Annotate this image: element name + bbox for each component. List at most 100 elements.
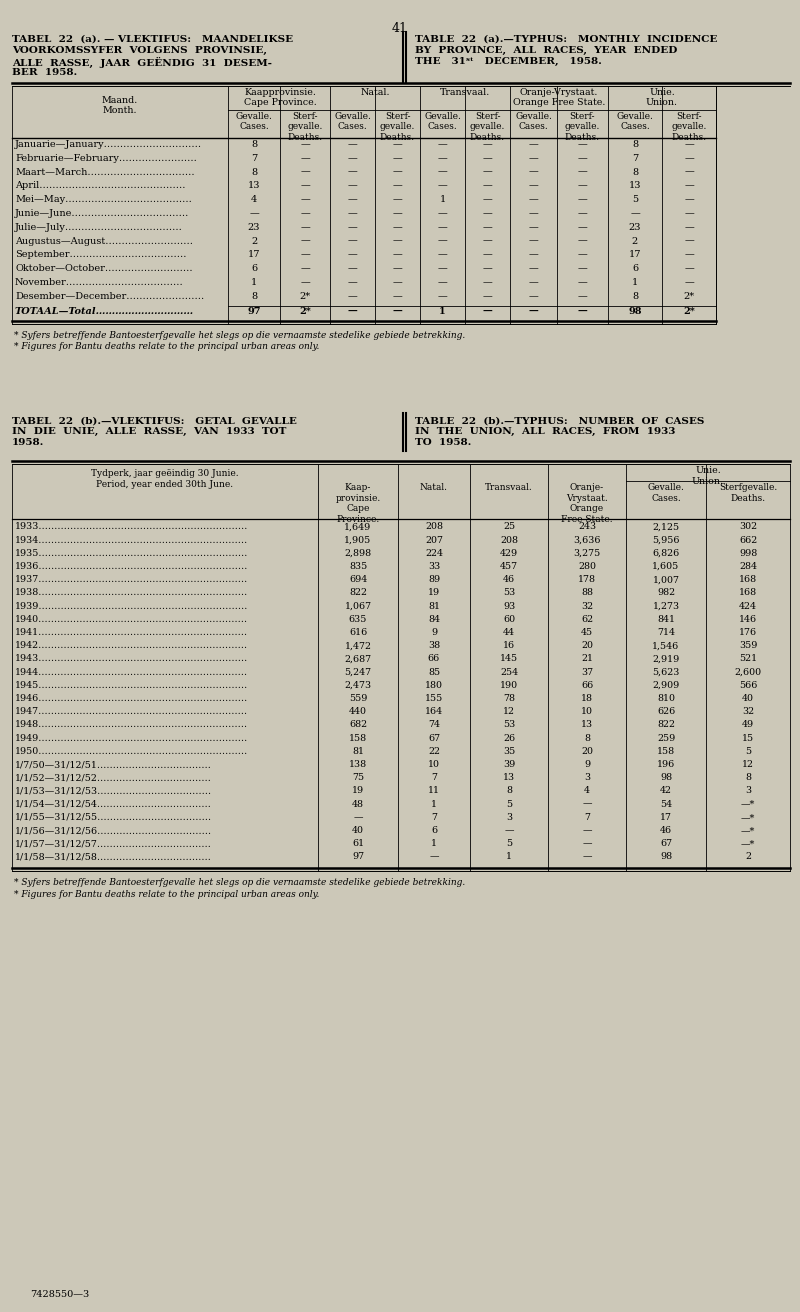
Text: —: — bbox=[529, 223, 538, 232]
Text: 254: 254 bbox=[500, 668, 518, 677]
Text: 616: 616 bbox=[349, 628, 367, 638]
Text: Oktober—October………………………: Oktober—October……………………… bbox=[15, 264, 193, 273]
Text: 8: 8 bbox=[632, 140, 638, 150]
Text: 1941…………………………………………………………: 1941………………………………………………………… bbox=[15, 628, 248, 638]
Text: 1938…………………………………………………………: 1938………………………………………………………… bbox=[15, 588, 248, 597]
Text: —: — bbox=[300, 209, 310, 218]
Text: —: — bbox=[578, 195, 587, 205]
Text: 2: 2 bbox=[251, 236, 257, 245]
Text: —: — bbox=[300, 264, 310, 273]
Text: 180: 180 bbox=[425, 681, 443, 690]
Text: 1/1/55—31/12/55………………………………: 1/1/55—31/12/55……………………………… bbox=[15, 813, 212, 821]
Text: TABLE  22  (a).—TYPHUS:   MONTHLY  INCIDENCE: TABLE 22 (a).—TYPHUS: MONTHLY INCIDENCE bbox=[415, 35, 718, 45]
Text: —: — bbox=[529, 291, 538, 300]
Text: 98: 98 bbox=[660, 853, 672, 862]
Text: —: — bbox=[529, 209, 538, 218]
Text: —: — bbox=[393, 209, 402, 218]
Text: —: — bbox=[430, 853, 438, 862]
Text: —: — bbox=[529, 307, 538, 316]
Text: TOTAAL—Total…………………………: TOTAAL—Total………………………… bbox=[15, 307, 194, 316]
Text: 85: 85 bbox=[428, 668, 440, 677]
Text: 3: 3 bbox=[745, 786, 751, 795]
Text: Sterf-
gevalle.
Deaths.: Sterf- gevalle. Deaths. bbox=[565, 112, 600, 142]
Text: —: — bbox=[684, 264, 694, 273]
Text: 3,636: 3,636 bbox=[574, 535, 601, 544]
Text: 1939…………………………………………………………: 1939………………………………………………………… bbox=[15, 602, 248, 610]
Text: * Syfers betreffende Bantoesterfgevalle het slegs op die vernaamste stedelike ge: * Syfers betreffende Bantoesterfgevalle … bbox=[14, 332, 466, 340]
Text: Sterf-
gevalle.
Deaths.: Sterf- gevalle. Deaths. bbox=[287, 112, 322, 142]
Text: —: — bbox=[438, 278, 447, 287]
Text: 88: 88 bbox=[581, 588, 593, 597]
Text: Unie.
Union.: Unie. Union. bbox=[646, 88, 678, 108]
Text: 45: 45 bbox=[581, 628, 593, 638]
Text: 1958.: 1958. bbox=[12, 438, 44, 447]
Text: Desember—December……………………: Desember—December…………………… bbox=[15, 291, 204, 300]
Text: Gevalle.
Cases.: Gevalle. Cases. bbox=[424, 112, 461, 131]
Text: 33: 33 bbox=[428, 562, 440, 571]
Text: —: — bbox=[684, 168, 694, 177]
Text: —: — bbox=[348, 223, 358, 232]
Text: THE   31ˢᵗ   DECEMBER,   1958.: THE 31ˢᵗ DECEMBER, 1958. bbox=[415, 56, 602, 66]
Text: 1/1/52—31/12/52………………………………: 1/1/52—31/12/52……………………………… bbox=[15, 773, 212, 782]
Text: 822: 822 bbox=[657, 720, 675, 729]
Text: —: — bbox=[582, 799, 592, 808]
Text: —*: —* bbox=[741, 799, 755, 808]
Text: Transvaal.: Transvaal. bbox=[440, 88, 490, 97]
Text: 359: 359 bbox=[739, 642, 757, 651]
Text: 3,275: 3,275 bbox=[574, 548, 601, 558]
Text: —: — bbox=[482, 236, 492, 245]
Text: 1940…………………………………………………………: 1940………………………………………………………… bbox=[15, 615, 248, 623]
Text: 8: 8 bbox=[632, 291, 638, 300]
Text: —: — bbox=[348, 209, 358, 218]
Text: Kaapprovinsie.
Cape Province.: Kaapprovinsie. Cape Province. bbox=[244, 88, 316, 108]
Text: 280: 280 bbox=[578, 562, 596, 571]
Text: 208: 208 bbox=[425, 522, 443, 531]
Text: 7: 7 bbox=[431, 813, 437, 821]
Text: 42: 42 bbox=[660, 786, 672, 795]
Text: 158: 158 bbox=[349, 733, 367, 743]
Text: —: — bbox=[438, 251, 447, 260]
Text: 2*: 2* bbox=[299, 291, 310, 300]
Text: —: — bbox=[393, 291, 402, 300]
Text: Gevalle.
Cases.: Gevalle. Cases. bbox=[515, 112, 552, 131]
Text: 1,546: 1,546 bbox=[652, 642, 680, 651]
Text: 9: 9 bbox=[584, 760, 590, 769]
Text: 457: 457 bbox=[500, 562, 518, 571]
Text: 138: 138 bbox=[349, 760, 367, 769]
Text: —: — bbox=[348, 307, 358, 316]
Text: 8: 8 bbox=[251, 168, 257, 177]
Text: —: — bbox=[684, 223, 694, 232]
Text: —: — bbox=[482, 154, 492, 163]
Text: —: — bbox=[393, 223, 402, 232]
Text: 46: 46 bbox=[660, 827, 672, 834]
Text: Gevalle.
Cases.: Gevalle. Cases. bbox=[235, 112, 273, 131]
Text: —: — bbox=[529, 154, 538, 163]
Text: 19: 19 bbox=[352, 786, 364, 795]
Text: —: — bbox=[300, 154, 310, 163]
Text: 1937…………………………………………………………: 1937………………………………………………………… bbox=[15, 575, 248, 584]
Text: 1: 1 bbox=[251, 278, 257, 287]
Text: —: — bbox=[529, 264, 538, 273]
Text: 66: 66 bbox=[581, 681, 593, 690]
Text: —: — bbox=[300, 236, 310, 245]
Text: ALLE  RASSE,  JAAR  GEËNDIG  31  DESEM-: ALLE RASSE, JAAR GEËNDIG 31 DESEM- bbox=[12, 56, 272, 68]
Text: 98: 98 bbox=[628, 307, 642, 316]
Text: —: — bbox=[348, 278, 358, 287]
Text: 1942…………………………………………………………: 1942………………………………………………………… bbox=[15, 642, 248, 651]
Text: 60: 60 bbox=[503, 615, 515, 623]
Text: 662: 662 bbox=[739, 535, 757, 544]
Text: 1945…………………………………………………………: 1945………………………………………………………… bbox=[15, 681, 248, 690]
Text: 61: 61 bbox=[352, 840, 364, 848]
Text: 4: 4 bbox=[251, 195, 257, 205]
Text: —: — bbox=[482, 209, 492, 218]
Text: 224: 224 bbox=[425, 548, 443, 558]
Text: 44: 44 bbox=[503, 628, 515, 638]
Text: 20: 20 bbox=[581, 747, 593, 756]
Text: —: — bbox=[630, 209, 640, 218]
Text: 19: 19 bbox=[428, 588, 440, 597]
Text: 626: 626 bbox=[657, 707, 675, 716]
Text: 38: 38 bbox=[428, 642, 440, 651]
Text: —: — bbox=[529, 181, 538, 190]
Text: —: — bbox=[438, 236, 447, 245]
Text: Sterf-
gevalle.
Deaths.: Sterf- gevalle. Deaths. bbox=[380, 112, 415, 142]
